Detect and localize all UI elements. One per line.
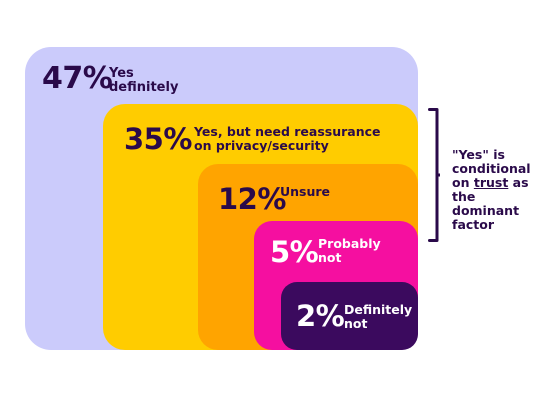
category-label-yes-reassurance-line2: on privacy/security [194, 137, 329, 153]
category-label-yes-definitely-line2: definitely [109, 80, 179, 96]
value-label-yes-definitely: 47% [42, 61, 113, 96]
annotation-bracket-line [428, 108, 440, 242]
annotation-emphasis-trust: trust [473, 175, 509, 190]
category-box-definitely-not: 2% Definitely not [281, 282, 418, 350]
category-label-yes-definitely: Yes definitely [109, 66, 179, 96]
value-label-definitely-not: 2% [296, 299, 345, 333]
category-label-definitely-not-line1: Definitely [344, 302, 413, 317]
category-label-yes-reassurance: Yes, but need reassurance on privacy/secu… [194, 125, 381, 153]
value-label-yes-reassurance: 35% [124, 122, 192, 156]
annotation-text-before: "Yes" is conditional on [452, 147, 531, 190]
annotation-text-after: as the dominant factor [452, 175, 529, 232]
category-label-definitely-not-line2: not [344, 315, 368, 331]
category-label-yes-definitely-line1: Yes [109, 66, 134, 81]
category-label-probably-not: Probably not [318, 237, 381, 265]
value-label-unsure: 12% [218, 182, 286, 216]
category-label-unsure: Unsure [280, 184, 331, 199]
annotation-text: "Yes" is conditional on trust as the dom… [452, 148, 532, 232]
category-label-probably-not-line1: Probably [318, 236, 381, 251]
value-label-probably-not: 5% [270, 235, 319, 269]
category-label-definitely-not: Definitely not [344, 303, 412, 331]
category-label-probably-not-line2: not [318, 249, 342, 265]
category-label-yes-reassurance-line1: Yes, but need reassurance [194, 124, 381, 139]
annotation-bracket [428, 108, 440, 242]
